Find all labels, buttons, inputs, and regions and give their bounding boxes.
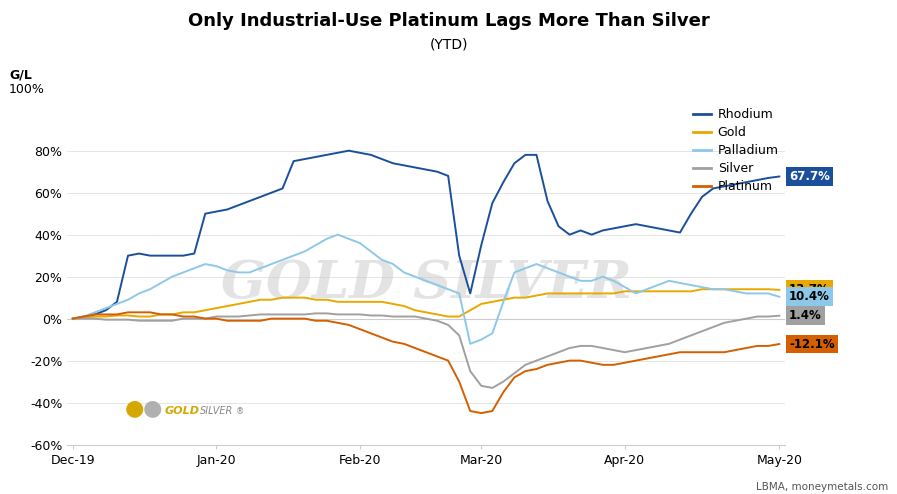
Text: (YTD): (YTD) (430, 37, 467, 51)
Text: 13.7%: 13.7% (789, 284, 830, 296)
Text: GOLD: GOLD (164, 406, 199, 416)
Text: ●: ● (143, 398, 162, 418)
Legend: Rhodium, Gold, Palladium, Silver, Platinum: Rhodium, Gold, Palladium, Silver, Platin… (692, 108, 779, 193)
Text: 67.7%: 67.7% (789, 170, 830, 183)
Text: -12.1%: -12.1% (789, 337, 835, 351)
Text: G/L: G/L (9, 69, 32, 82)
Text: SILVER: SILVER (200, 406, 233, 416)
Text: ●: ● (125, 398, 144, 418)
Text: Only Industrial-Use Platinum Lags More Than Silver: Only Industrial-Use Platinum Lags More T… (187, 12, 710, 30)
Text: ®: ® (236, 407, 244, 416)
Text: 1.4%: 1.4% (789, 309, 822, 322)
Text: 10.4%: 10.4% (789, 290, 830, 303)
Text: GOLD SILVER: GOLD SILVER (221, 258, 631, 309)
Text: 100%: 100% (9, 83, 45, 96)
Text: LBMA, moneymetals.com: LBMA, moneymetals.com (756, 482, 888, 492)
